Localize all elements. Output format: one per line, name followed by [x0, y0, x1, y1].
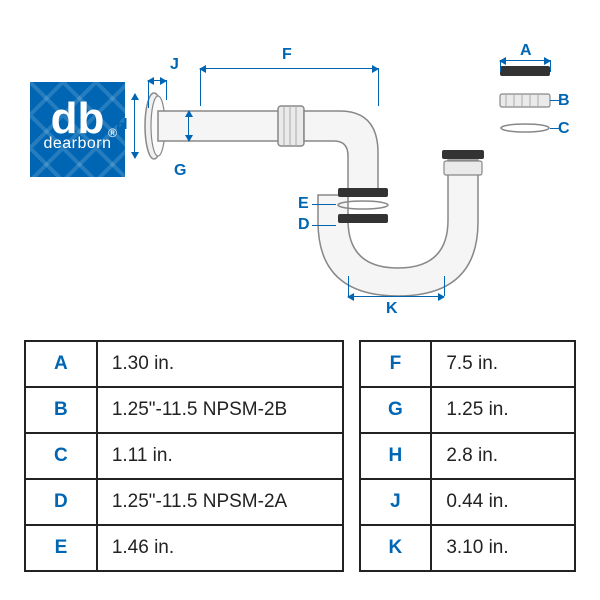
dim-key: F [360, 341, 432, 387]
table-row: E 1.46 in. K 3.10 in. [25, 525, 575, 571]
table-row: C 1.11 in. H 2.8 in. [25, 433, 575, 479]
dim-val: 1.25 in. [431, 387, 575, 433]
dim-key: C [25, 433, 97, 479]
dimensions-table: A 1.30 in. F 7.5 in. B 1.25"-11.5 NPSM-2… [24, 340, 576, 572]
logo-db: db [51, 100, 105, 137]
table-row: D 1.25"-11.5 NPSM-2A J 0.44 in. [25, 479, 575, 525]
ptrap-diagram: J F H G E D K A B C [130, 38, 570, 318]
dim-label-f: F [282, 46, 292, 64]
dim-label-a: A [520, 42, 532, 60]
dim-val: 0.44 in. [431, 479, 575, 525]
dim-line-k [348, 296, 444, 297]
dim-label-e: E [298, 195, 309, 213]
dim-label-g: G [174, 162, 186, 180]
dim-val: 1.46 in. [97, 525, 343, 571]
dim-val: 3.10 in. [431, 525, 575, 571]
dim-key: J [360, 479, 432, 525]
dim-line-g [188, 111, 189, 141]
dim-label-j: J [170, 56, 179, 74]
dim-val: 1.25"-11.5 NPSM-2B [97, 387, 343, 433]
dim-val: 1.30 in. [97, 341, 343, 387]
dim-line-h [134, 94, 135, 158]
dim-label-c: C [558, 120, 570, 138]
dim-line-j [148, 80, 166, 81]
table-row: B 1.25"-11.5 NPSM-2B G 1.25 in. [25, 387, 575, 433]
dim-key: A [25, 341, 97, 387]
dim-label-h: H [116, 116, 128, 134]
dim-key: G [360, 387, 432, 433]
logo-name: dearborn [43, 135, 111, 153]
dim-val: 1.11 in. [97, 433, 343, 479]
dim-line-a [500, 60, 550, 61]
ptrap-svg [130, 38, 570, 318]
dim-label-b: B [558, 92, 570, 110]
table-row: A 1.30 in. F 7.5 in. [25, 341, 575, 387]
dim-key: K [360, 525, 432, 571]
dim-key: B [25, 387, 97, 433]
dim-key: E [25, 525, 97, 571]
dim-line-f [200, 68, 378, 69]
dim-val: 2.8 in. [431, 433, 575, 479]
dim-label-d: D [298, 216, 310, 234]
dim-val: 1.25"-11.5 NPSM-2A [97, 479, 343, 525]
brand-logo: db ® dearborn [30, 82, 125, 177]
dim-key: D [25, 479, 97, 525]
dim-key: H [360, 433, 432, 479]
dim-label-k: K [386, 300, 398, 318]
dim-val: 7.5 in. [431, 341, 575, 387]
